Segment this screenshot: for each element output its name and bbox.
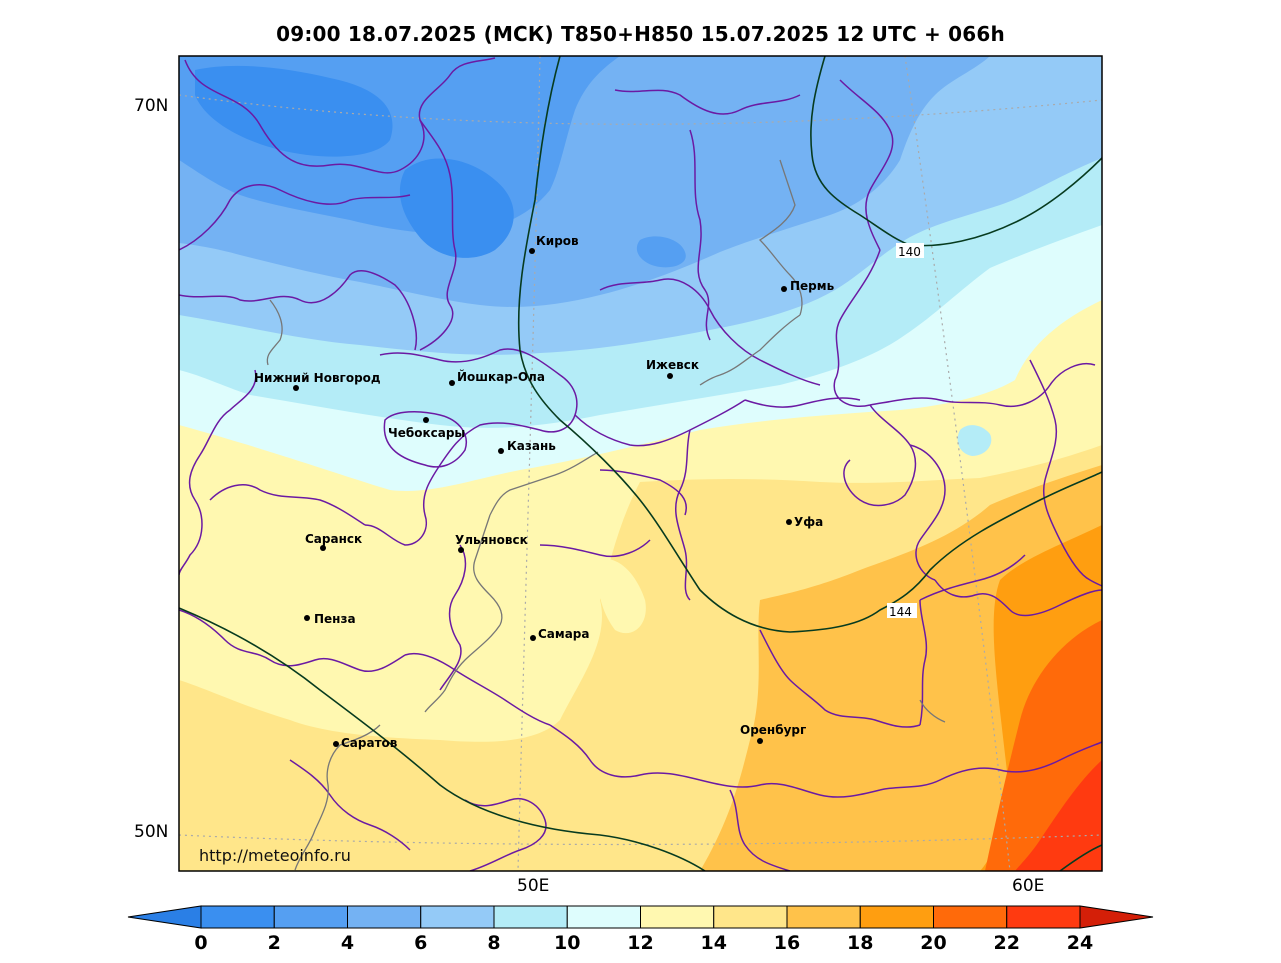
city-label-ulyanovsk: Ульяновск <box>455 533 528 547</box>
colorbar-tick-label: 8 <box>487 932 500 954</box>
region-borders <box>179 57 1102 871</box>
city-label-saratov: Саратов <box>341 736 398 750</box>
city-label-izhevsk: Ижевск <box>646 358 699 372</box>
colorbar-tick-label: 4 <box>341 932 354 954</box>
colorbar-bin <box>786 905 861 929</box>
city-dot-saransk <box>320 545 326 551</box>
city-dot-kazan <box>498 448 504 454</box>
graticule <box>179 56 1102 871</box>
watermark-url: http://meteoinfo.ru <box>199 846 351 865</box>
city-label-perm: Пермь <box>790 279 835 293</box>
colorbar-bin <box>640 905 715 929</box>
colorbar-bin <box>200 905 275 929</box>
colorbar-tick-label: 22 <box>994 932 1020 954</box>
isohypse-label-144: 144 <box>889 605 912 619</box>
city-label-kazan: Казань <box>507 439 556 453</box>
lat-label-50n: 50N <box>134 822 169 842</box>
colorbar-bin <box>933 905 1008 929</box>
colorbar-tick-label: 0 <box>194 932 207 954</box>
city-dot-nizhny-novgorod <box>293 385 299 391</box>
city-dot-cheboksary <box>423 417 429 423</box>
city-dot-izhevsk <box>667 373 673 379</box>
colorbar-tick-label: 10 <box>554 932 580 954</box>
city-label-orenburg: Оренбург <box>740 723 806 737</box>
colorbar-tick-label: 16 <box>774 932 800 954</box>
colorbar-tick-label: 6 <box>414 932 427 954</box>
isohypse-labels: 140 144 <box>887 243 924 619</box>
city-label-penza: Пенза <box>314 612 356 626</box>
lon-label-60e: 60E <box>1012 876 1045 896</box>
colorbar-bin <box>1006 905 1081 929</box>
colorbar-tick-label: 14 <box>701 932 727 954</box>
city-label-kirov: Киров <box>536 234 579 248</box>
lon-label-50e: 50E <box>517 876 550 896</box>
colorbar-bin <box>273 905 348 929</box>
city-markers: Киров Пермь Нижний Новгород Йошкар-Ола И… <box>254 234 835 750</box>
colorbar-bin <box>566 905 641 929</box>
colorbar-bin <box>493 905 568 929</box>
map-frame <box>178 55 1103 872</box>
colorbar: 0 2 4 6 8 10 12 14 16 18 20 22 24 <box>127 905 1154 954</box>
lat-label-70n: 70N <box>134 96 169 116</box>
city-label-cheboksary: Чебоксары <box>388 426 465 440</box>
city-dot-yoshkar-ola <box>449 380 455 386</box>
colorbar-bin <box>713 905 788 929</box>
map-title: 09:00 18.07.2025 (МСК) T850+H850 15.07.2… <box>276 22 1005 46</box>
colorbar-tick-label: 20 <box>920 932 946 954</box>
rivers <box>266 159 946 871</box>
colorbar-tick-label: 12 <box>627 932 653 954</box>
colorbar-bin <box>420 905 495 929</box>
city-label-saransk: Саранск <box>305 532 362 546</box>
colorbar-tick-label: 2 <box>268 932 281 954</box>
city-dot-ufa <box>786 519 792 525</box>
city-dot-kirov <box>529 248 535 254</box>
city-dot-saratov <box>333 741 339 747</box>
colorbar-tick-label: 18 <box>847 932 873 954</box>
city-label-samara: Самара <box>538 627 590 641</box>
city-label-nizhny-novgorod: Нижний Новгород <box>254 371 381 385</box>
colorbar-bins <box>127 905 1154 929</box>
city-label-ufa: Уфа <box>794 515 823 529</box>
colorbar-tick-labels: 0 2 4 6 8 10 12 14 16 18 20 22 24 <box>194 932 1093 954</box>
city-dot-ulyanovsk <box>458 547 464 553</box>
city-dot-orenburg <box>757 738 763 744</box>
colorbar-tick-label: 24 <box>1067 932 1093 954</box>
colorbar-bin <box>347 905 422 929</box>
isohypses <box>179 56 1102 871</box>
colorbar-bin <box>859 905 934 929</box>
isohypse-label-140: 140 <box>898 245 921 259</box>
city-dot-perm <box>781 286 787 292</box>
colorbar-under-arrow <box>127 905 202 929</box>
city-label-yoshkar-ola: Йошкар-Ола <box>457 369 545 384</box>
colorbar-over-arrow <box>1079 905 1154 929</box>
weather-map: 140 144 Киров Пермь Нижний Новгород Йошк… <box>178 55 1103 872</box>
temperature-fill <box>179 56 1102 871</box>
city-dot-samara <box>530 635 536 641</box>
city-dot-penza <box>304 615 310 621</box>
